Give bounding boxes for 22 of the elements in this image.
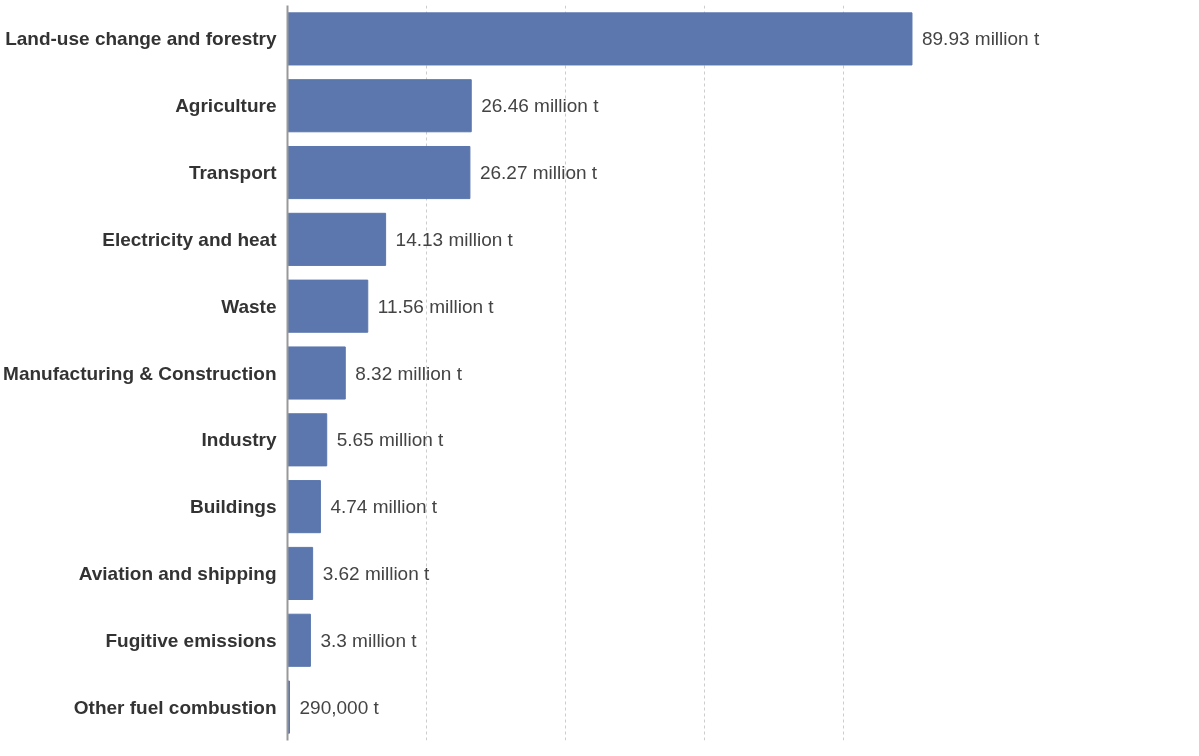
y-tick-label: Waste (221, 295, 277, 317)
y-tick-label: Buildings (189, 496, 277, 518)
y-tick-label: Fugitive emissions (105, 629, 277, 651)
y-tick-label: Manufacturing & Construction (3, 362, 277, 384)
data-label: 26.46 million t (481, 95, 600, 117)
data-label: 89.93 million t (921, 28, 1040, 50)
y-tick-label: Agriculture (175, 95, 277, 117)
y-tick-label: Aviation and shipping (78, 562, 277, 584)
data-label: 4.74 million t (330, 496, 438, 518)
data-label: 290,000 t (299, 696, 380, 718)
data-label: 3.3 million t (320, 629, 418, 651)
data-label: 5.65 million t (336, 429, 445, 451)
data-label: 3.62 million t (322, 562, 431, 584)
y-tick-label: Land-use change and forestry (5, 28, 277, 50)
data-label: 14.13 million t (395, 228, 514, 250)
y-tick-label: Other fuel combustion (73, 696, 277, 718)
data-label: 11.56 million t (377, 295, 495, 317)
data-label: 8.32 million t (355, 362, 463, 384)
y-tick-label: Transport (188, 162, 278, 184)
y-tick-label: Electricity and heat (102, 228, 278, 250)
data-label: 26.27 million t (479, 162, 598, 184)
y-tick-label: Industry (201, 429, 277, 451)
